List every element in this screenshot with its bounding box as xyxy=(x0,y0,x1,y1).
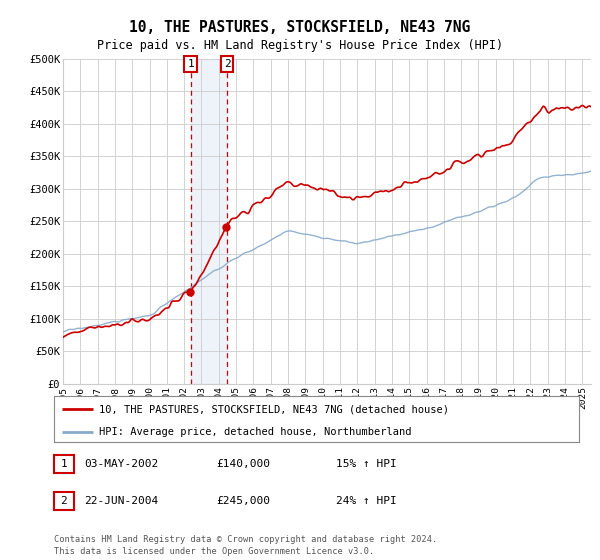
Text: 03-MAY-2002: 03-MAY-2002 xyxy=(84,459,158,469)
Text: 2: 2 xyxy=(224,59,230,69)
Text: £245,000: £245,000 xyxy=(216,496,270,506)
Text: 15% ↑ HPI: 15% ↑ HPI xyxy=(336,459,397,469)
Text: 10, THE PASTURES, STOCKSFIELD, NE43 7NG (detached house): 10, THE PASTURES, STOCKSFIELD, NE43 7NG … xyxy=(98,404,449,414)
Text: 1: 1 xyxy=(61,459,67,469)
Text: 2: 2 xyxy=(61,496,67,506)
Text: 22-JUN-2004: 22-JUN-2004 xyxy=(84,496,158,506)
Text: Contains HM Land Registry data © Crown copyright and database right 2024.
This d: Contains HM Land Registry data © Crown c… xyxy=(54,535,437,556)
Text: Price paid vs. HM Land Registry's House Price Index (HPI): Price paid vs. HM Land Registry's House … xyxy=(97,39,503,52)
Bar xyxy=(191,59,227,384)
Text: HPI: Average price, detached house, Northumberland: HPI: Average price, detached house, Nort… xyxy=(98,427,411,437)
Text: 24% ↑ HPI: 24% ↑ HPI xyxy=(336,496,397,506)
Text: 10, THE PASTURES, STOCKSFIELD, NE43 7NG: 10, THE PASTURES, STOCKSFIELD, NE43 7NG xyxy=(130,20,470,35)
Text: 1: 1 xyxy=(187,59,194,69)
Text: £140,000: £140,000 xyxy=(216,459,270,469)
